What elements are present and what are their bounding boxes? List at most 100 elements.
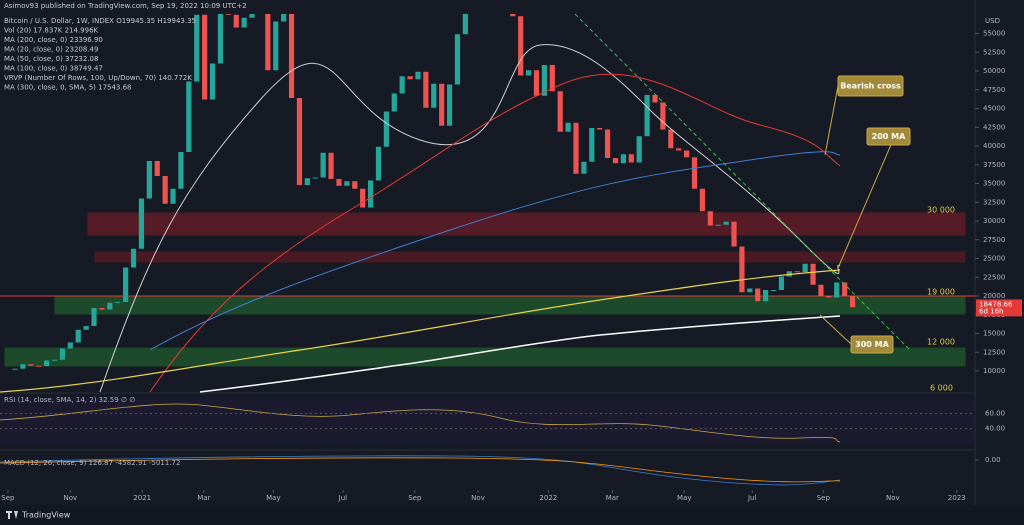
candle [691,157,698,189]
legend-line: Vol (20) 17.837K 214.996K [4,27,99,35]
annotation-box [850,335,894,354]
candle [146,161,152,199]
y-tick-label: 40000 [983,142,1005,150]
annotation-text: Bearish cross [840,82,901,91]
candle [660,102,666,130]
candle [589,128,595,162]
price-tag [976,299,1022,317]
y-tick-label: 35000 [983,180,1005,188]
candle [12,368,18,370]
y-tick-label: 25000 [983,255,1005,263]
candle [818,284,824,296]
candle [130,248,137,268]
y-tick-label: 37500 [983,161,1005,169]
candle [83,326,89,330]
candle [186,81,192,152]
ma50-line [149,73,841,393]
rsi-tick-label: 60.00 [985,409,1005,417]
candle [715,224,721,226]
candle [446,84,453,126]
zone [4,347,966,367]
x-tick-label: Sep [1,494,15,502]
x-tick-label: Jul [338,494,348,502]
legend-line: Bitcoin / U.S. Dollar, 1W, INDEX O19945.… [4,17,196,25]
x-tick-label: May [677,494,691,502]
x-tick-label: Nov [886,494,900,502]
candle [320,152,326,178]
x-tick-label: Jul [747,494,757,502]
candle [636,136,642,163]
candle [375,146,382,181]
legend-line: VRVP (Number Of Rows, 100, Up/Down, 70) … [4,74,192,82]
candle [360,188,366,208]
candle [763,290,769,302]
candle [44,360,50,367]
x-tick-label: Sep [817,494,831,502]
x-tick-label: 2021 [133,494,151,502]
level-label: 30 000 [927,206,955,215]
candle [75,329,81,343]
candle [454,34,461,85]
candle [557,91,563,132]
y-tick-label: 10000 [983,367,1005,375]
signal-line [0,457,841,483]
footer-bar [0,505,1024,525]
candle [628,154,634,163]
candle [573,122,579,174]
main-pane [0,14,975,370]
candle [265,14,271,71]
footer-brand: TradingView [21,511,71,520]
zone [94,251,966,263]
candle [668,129,674,149]
candle [652,95,658,103]
candle [620,154,626,164]
candle [115,302,121,303]
ma200-line [0,269,841,393]
level-label: 12 000 [927,338,955,347]
arrow [819,314,852,345]
candle [225,14,231,15]
candle [217,14,224,64]
candle [518,16,524,76]
price-tag-label: 18478.66 [979,300,1013,308]
candle [802,263,808,272]
candle [202,14,208,100]
candle [423,71,429,108]
candle [755,288,761,302]
candle [20,364,26,369]
x-tick-label: Nov [471,494,485,502]
ma20-line [99,44,841,393]
candle [723,221,729,225]
x-tick-label: 2022 [539,494,557,502]
zone [54,295,966,315]
ma100-line [149,151,841,351]
candle [162,176,168,204]
y-tick-label: 45000 [983,105,1005,113]
candle [91,308,97,326]
y-tick-label: 50000 [983,67,1005,75]
y-tick-label: 47500 [983,86,1005,94]
macd-line [0,455,841,486]
macd-label: MACD (12, 26, close, 9) 126.87 -4582.91 … [4,459,180,467]
x-tick-label: Sep [408,494,422,502]
candle [731,221,737,247]
candle [123,267,129,302]
logo [6,511,18,519]
annotation-box [837,75,904,97]
candle [304,178,310,185]
candle [565,122,571,132]
candle [273,21,279,71]
candle [209,63,216,100]
candle [676,148,682,151]
candle [581,161,587,174]
rsi-band [0,398,975,444]
ma300-line [199,315,841,393]
candle [328,152,334,179]
candle [178,152,184,189]
candle [525,70,532,76]
trend-line [574,13,911,351]
candle [154,161,160,176]
y-tick-label: 20000 [983,292,1005,300]
candle [834,282,840,298]
candle [281,14,287,22]
